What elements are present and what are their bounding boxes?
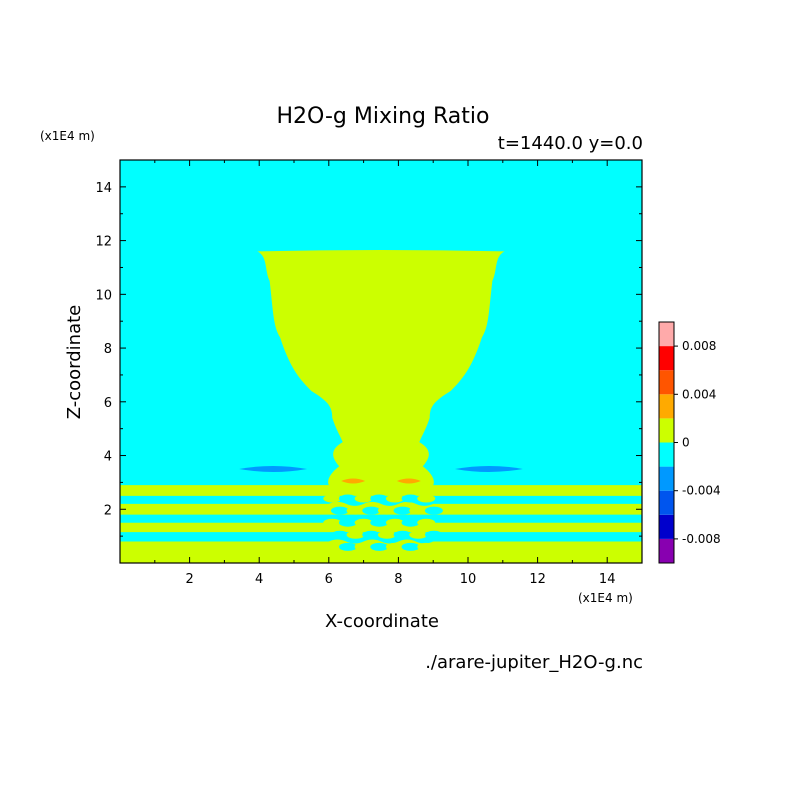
contour-cell bbox=[424, 530, 443, 539]
negative-lens-left bbox=[239, 465, 308, 472]
contour-cell bbox=[393, 506, 412, 515]
colorbar-band bbox=[659, 370, 674, 395]
x-tick-label: 4 bbox=[255, 572, 263, 587]
colorbar-band bbox=[659, 538, 674, 563]
contour-field bbox=[120, 250, 642, 563]
contour-stripe bbox=[120, 483, 642, 496]
x-axis-label: X-coordinate bbox=[325, 611, 439, 632]
contour-cell bbox=[323, 518, 342, 527]
x-tick-label: 12 bbox=[529, 572, 546, 587]
contour-cell bbox=[385, 518, 404, 527]
colorbar-band bbox=[659, 490, 674, 515]
y-tick-label: 12 bbox=[95, 235, 112, 250]
x-tick-label: 14 bbox=[599, 572, 616, 587]
x-tick-label: 8 bbox=[394, 572, 402, 587]
y-axis-label: Z-coordinate bbox=[64, 305, 85, 420]
y-tick-label: 2 bbox=[104, 503, 112, 518]
contour-cell bbox=[424, 506, 443, 515]
contour-cell bbox=[370, 494, 389, 503]
contour-cell bbox=[323, 494, 342, 503]
contour-cell bbox=[354, 542, 373, 551]
y-axis-unit: (x1E4 m) bbox=[40, 129, 95, 143]
colorbar-label: -0.008 bbox=[682, 532, 721, 546]
positive-spot-left bbox=[341, 478, 366, 484]
contour-cell bbox=[409, 530, 428, 539]
y-tick-label: 8 bbox=[104, 342, 112, 357]
colorbar-band bbox=[659, 514, 674, 539]
contour-cell bbox=[377, 506, 396, 515]
y-tick-label: 10 bbox=[95, 288, 112, 303]
y-tick-label: 14 bbox=[95, 181, 112, 196]
contour-cell bbox=[417, 542, 436, 551]
colorbar-band bbox=[659, 418, 674, 443]
contour-cell bbox=[346, 506, 365, 515]
chart-marks: 2 4 6 8 10 12 14 2 4 6 8 10 12 14 0.008 0.004 0 -0.004 -0.… bbox=[95, 159, 721, 587]
contour-cell bbox=[417, 494, 436, 503]
contour-cell bbox=[370, 518, 389, 527]
contour-cell bbox=[330, 506, 349, 515]
colorbar-band bbox=[659, 394, 674, 419]
chart-title: H2O-g Mixing Ratio bbox=[277, 104, 490, 129]
x-axis-unit: (x1E4 m) bbox=[578, 591, 633, 605]
negative-lens-right bbox=[454, 465, 523, 472]
positive-spot-right bbox=[396, 478, 421, 484]
contour-cell bbox=[346, 530, 365, 539]
colorbar-band bbox=[659, 346, 674, 371]
contour-cell bbox=[377, 530, 396, 539]
contour-cell bbox=[393, 530, 412, 539]
colorbar-label: 0 bbox=[682, 436, 690, 450]
source-filename: ./arare-jupiter_H2O-g.nc bbox=[425, 652, 643, 673]
contour-cell bbox=[323, 542, 342, 551]
contour-cell bbox=[401, 542, 420, 551]
chart-subtitle: t=1440.0 y=0.0 bbox=[498, 133, 643, 154]
plot-frame bbox=[119, 159, 643, 564]
contour-cell bbox=[362, 506, 381, 515]
colorbar-label: 0.008 bbox=[682, 339, 716, 353]
contour-cell bbox=[401, 518, 420, 527]
contour-cell bbox=[354, 494, 373, 503]
contour-cell bbox=[354, 518, 373, 527]
colorbar-label: 0.004 bbox=[682, 387, 716, 401]
contour-cell bbox=[370, 542, 389, 551]
x-tick-label: 10 bbox=[460, 572, 477, 587]
contour-cell bbox=[417, 518, 436, 527]
colorbar-band bbox=[659, 322, 674, 347]
contour-cell bbox=[385, 542, 404, 551]
contour-cell bbox=[385, 494, 404, 503]
contour-cell bbox=[401, 494, 420, 503]
contour-cell bbox=[330, 530, 349, 539]
x-tick-label: 6 bbox=[325, 572, 333, 587]
contour-cell bbox=[409, 506, 428, 515]
contour-cell bbox=[338, 494, 357, 503]
y-tick-label: 4 bbox=[104, 450, 112, 465]
contour-cell bbox=[338, 518, 357, 527]
x-tick-label: 2 bbox=[185, 572, 193, 587]
y-tick-label: 6 bbox=[104, 396, 112, 411]
contour-cell bbox=[362, 530, 381, 539]
colorbar-label: -0.004 bbox=[682, 484, 721, 498]
contour-stripe bbox=[120, 539, 642, 563]
colorbar-band bbox=[659, 442, 674, 467]
plume-region bbox=[257, 250, 505, 488]
contour-cell bbox=[338, 542, 357, 551]
colorbar-band bbox=[659, 466, 674, 491]
